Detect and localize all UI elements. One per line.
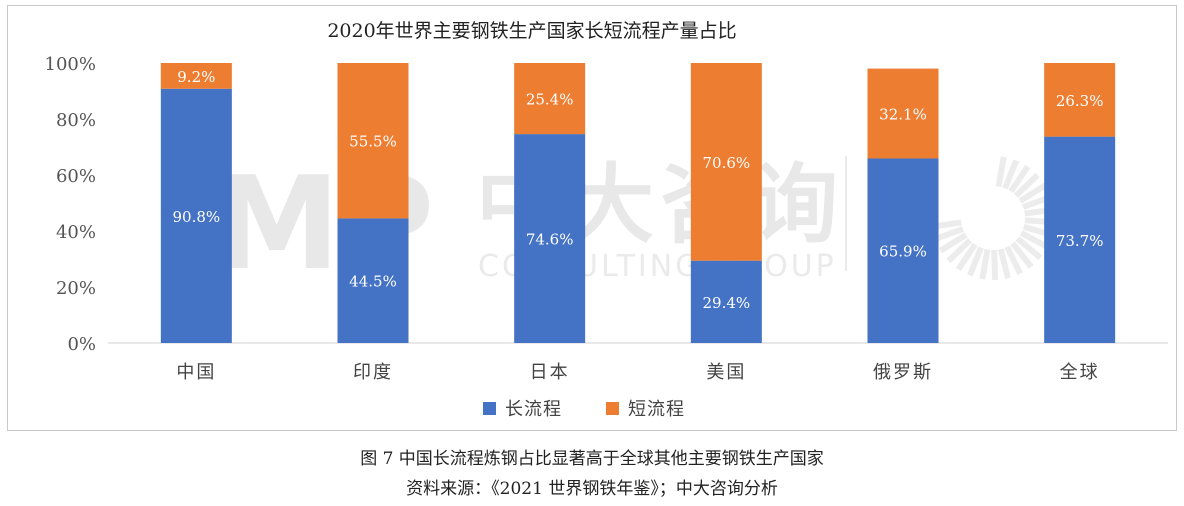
watermark-sunburst-ray xyxy=(1015,236,1043,261)
data-label: 29.4% xyxy=(703,294,751,312)
bar-short-process xyxy=(690,63,762,261)
watermark-sunburst-ray xyxy=(1008,164,1031,194)
data-label: 65.9% xyxy=(879,243,927,261)
data-label: 25.4% xyxy=(526,91,574,109)
data-label: 74.6% xyxy=(526,231,574,249)
watermark-sunburst-ray xyxy=(1018,182,1048,204)
y-tick-label: 20% xyxy=(56,278,96,299)
x-tick-label: 日本 xyxy=(530,362,570,383)
watermark-sunburst-ray xyxy=(955,242,978,272)
bar-short-process xyxy=(337,63,409,219)
y-tick-label: 40% xyxy=(56,222,96,243)
legend-swatch xyxy=(606,402,619,415)
watermark-sunburst-ray xyxy=(933,226,964,243)
y-tick-label: 60% xyxy=(56,166,96,187)
watermark-sunburst-ray xyxy=(995,156,1007,188)
data-label: 70.6% xyxy=(703,154,751,172)
x-tick-label: 美国 xyxy=(706,362,746,383)
data-label: 32.1% xyxy=(879,106,927,124)
watermark-sunburst-ray xyxy=(1002,159,1020,190)
bar-short-process xyxy=(160,63,232,89)
watermark-sunburst-ray xyxy=(966,246,984,277)
data-label: 55.5% xyxy=(349,133,397,151)
bar-short-process xyxy=(867,68,939,159)
bar-long-process xyxy=(1044,136,1116,343)
watermark-sunburst-ray xyxy=(946,238,973,264)
y-tick-label: 0% xyxy=(67,334,96,355)
legend-label: 长流程 xyxy=(505,399,562,420)
bar-long-process xyxy=(337,218,409,343)
watermark-sunburst-ray xyxy=(991,249,999,281)
bar-long-process xyxy=(514,134,586,343)
data-label: 26.3% xyxy=(1056,92,1104,110)
bar-short-process xyxy=(1044,63,1116,137)
x-tick-label: 全球 xyxy=(1060,362,1100,383)
x-tick-label: 印度 xyxy=(353,362,393,383)
bar-long-process xyxy=(690,260,762,343)
bar-long-process xyxy=(867,158,939,343)
x-tick-label: 中国 xyxy=(176,362,216,383)
watermark-sunburst-ray xyxy=(1010,241,1034,269)
chart-frame: MP 中大咨询 CONSULTING GROUP 2020年世界主要钢铁生产国家长短流… xyxy=(7,5,1177,431)
watermark-sunburst-ray xyxy=(938,232,968,254)
legend-label: 短流程 xyxy=(628,399,685,420)
bar-short-process xyxy=(514,63,586,135)
figure-caption: 图 7 中国长流程炼钢占比显著高于全球其他主要钢铁生产国家 xyxy=(360,449,824,469)
data-label: 44.5% xyxy=(349,273,397,291)
watermark-sunburst-ray xyxy=(979,248,991,280)
data-label: 90.8% xyxy=(173,208,221,226)
y-tick-label: 100% xyxy=(45,54,96,75)
watermark-sunburst-ray xyxy=(1004,245,1023,276)
chart-title: 2020年世界主要钢铁生产国家长短流程产量占比 xyxy=(327,20,736,42)
data-label: 9.2% xyxy=(177,68,215,86)
figure-source: 资料来源：《2021 世界钢铁年鉴》；中大咨询分析 xyxy=(406,479,778,499)
legend-swatch xyxy=(483,402,496,415)
watermark-sunburst-ray xyxy=(997,248,1011,279)
y-tick-label: 80% xyxy=(56,110,96,131)
x-tick-label: 俄罗斯 xyxy=(873,362,933,383)
watermark-sunburst-ray xyxy=(1013,172,1040,198)
data-label: 73.7% xyxy=(1056,232,1104,250)
bar-long-process xyxy=(160,88,232,343)
watermark-sunburst-ray xyxy=(1019,230,1050,250)
